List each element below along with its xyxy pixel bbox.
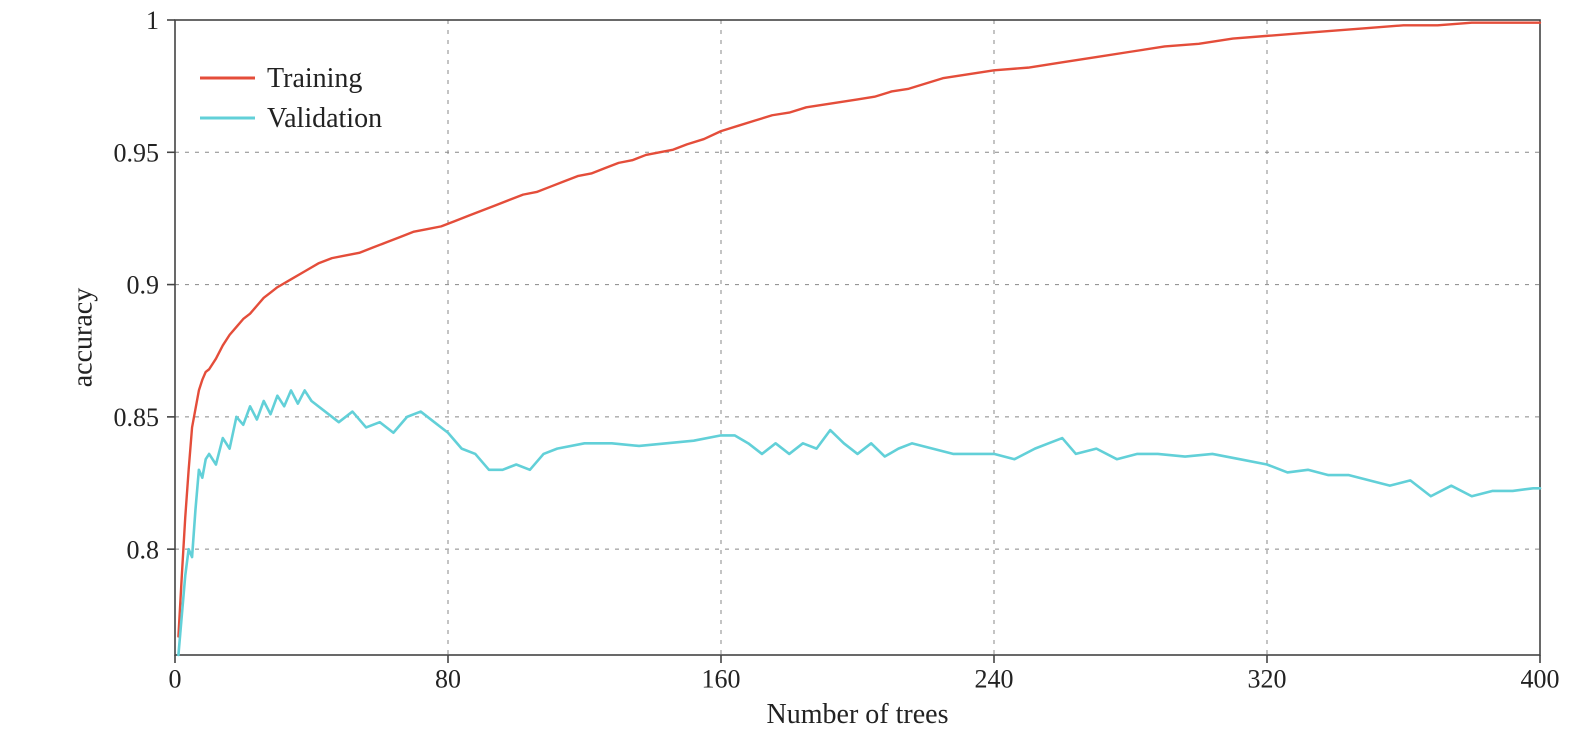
x-tick-label: 240 — [975, 665, 1014, 694]
y-axis-label: accuracy — [67, 288, 98, 387]
chart-svg: 0 80 160 240 320 400 0.8 0.85 0.9 0.95 1 Number of … — [0, 0, 1596, 746]
x-tick-label: 320 — [1248, 665, 1287, 694]
y-tick-label: 0.95 — [114, 138, 160, 167]
legend-label-validation: Validation — [267, 103, 382, 134]
x-axis-label: Number of trees — [767, 699, 949, 730]
y-tick-label: 0.8 — [127, 535, 160, 564]
x-tick-label: 80 — [435, 665, 461, 694]
accuracy-chart: 0 80 160 240 320 400 0.8 0.85 0.9 0.95 1 Number of … — [0, 0, 1596, 746]
legend-label-training: Training — [267, 63, 362, 94]
x-tick-label: 160 — [702, 665, 741, 694]
y-tick-label: 1 — [146, 6, 159, 35]
y-tick-label: 0.85 — [114, 403, 160, 432]
x-tick-label: 0 — [169, 665, 182, 694]
x-tick-label: 400 — [1521, 665, 1560, 694]
y-tick-label: 0.9 — [127, 271, 160, 300]
chart-background — [0, 0, 1596, 746]
